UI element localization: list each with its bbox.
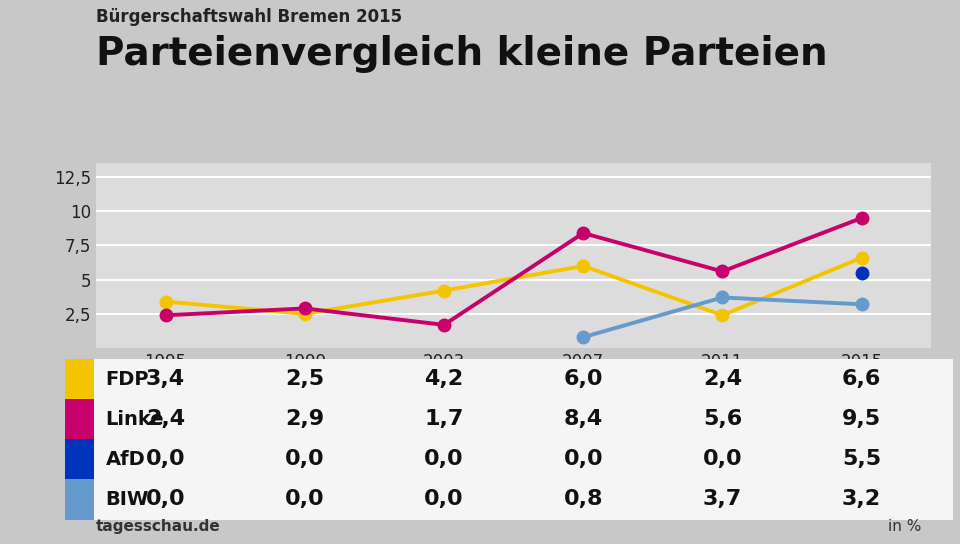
Text: 3,4: 3,4 (146, 369, 185, 389)
Text: 4,2: 4,2 (424, 369, 464, 389)
Text: in %: in % (888, 519, 922, 534)
Text: tagesschau.de: tagesschau.de (96, 519, 221, 534)
Text: 1,7: 1,7 (424, 409, 464, 429)
Text: BIW: BIW (106, 490, 149, 509)
Text: 0,0: 0,0 (424, 449, 464, 469)
Text: 0,0: 0,0 (146, 490, 185, 510)
Text: 6,6: 6,6 (842, 369, 881, 389)
Text: 0,0: 0,0 (424, 490, 464, 510)
Text: 0,0: 0,0 (285, 490, 324, 510)
Text: 0,0: 0,0 (564, 449, 603, 469)
Text: 3,2: 3,2 (842, 490, 881, 510)
Text: 2,9: 2,9 (285, 409, 324, 429)
Text: Linke: Linke (106, 410, 164, 429)
Text: 0,0: 0,0 (285, 449, 324, 469)
Text: FDP: FDP (106, 369, 149, 388)
Text: 9,5: 9,5 (842, 409, 881, 429)
Text: 0,0: 0,0 (703, 449, 742, 469)
Text: Parteienvergleich kleine Parteien: Parteienvergleich kleine Parteien (96, 35, 828, 73)
Text: 8,4: 8,4 (564, 409, 603, 429)
Text: Bürgerschaftswahl Bremen 2015: Bürgerschaftswahl Bremen 2015 (96, 8, 402, 26)
Text: 6,0: 6,0 (564, 369, 603, 389)
Text: 5,6: 5,6 (703, 409, 742, 429)
Text: 2,5: 2,5 (285, 369, 324, 389)
Text: 3,7: 3,7 (703, 490, 742, 510)
Text: 2,4: 2,4 (703, 369, 742, 389)
Text: 5,5: 5,5 (842, 449, 881, 469)
Text: 0,0: 0,0 (146, 449, 185, 469)
Text: 0,8: 0,8 (564, 490, 603, 510)
Text: 2,4: 2,4 (146, 409, 185, 429)
Text: AfD: AfD (106, 450, 145, 469)
